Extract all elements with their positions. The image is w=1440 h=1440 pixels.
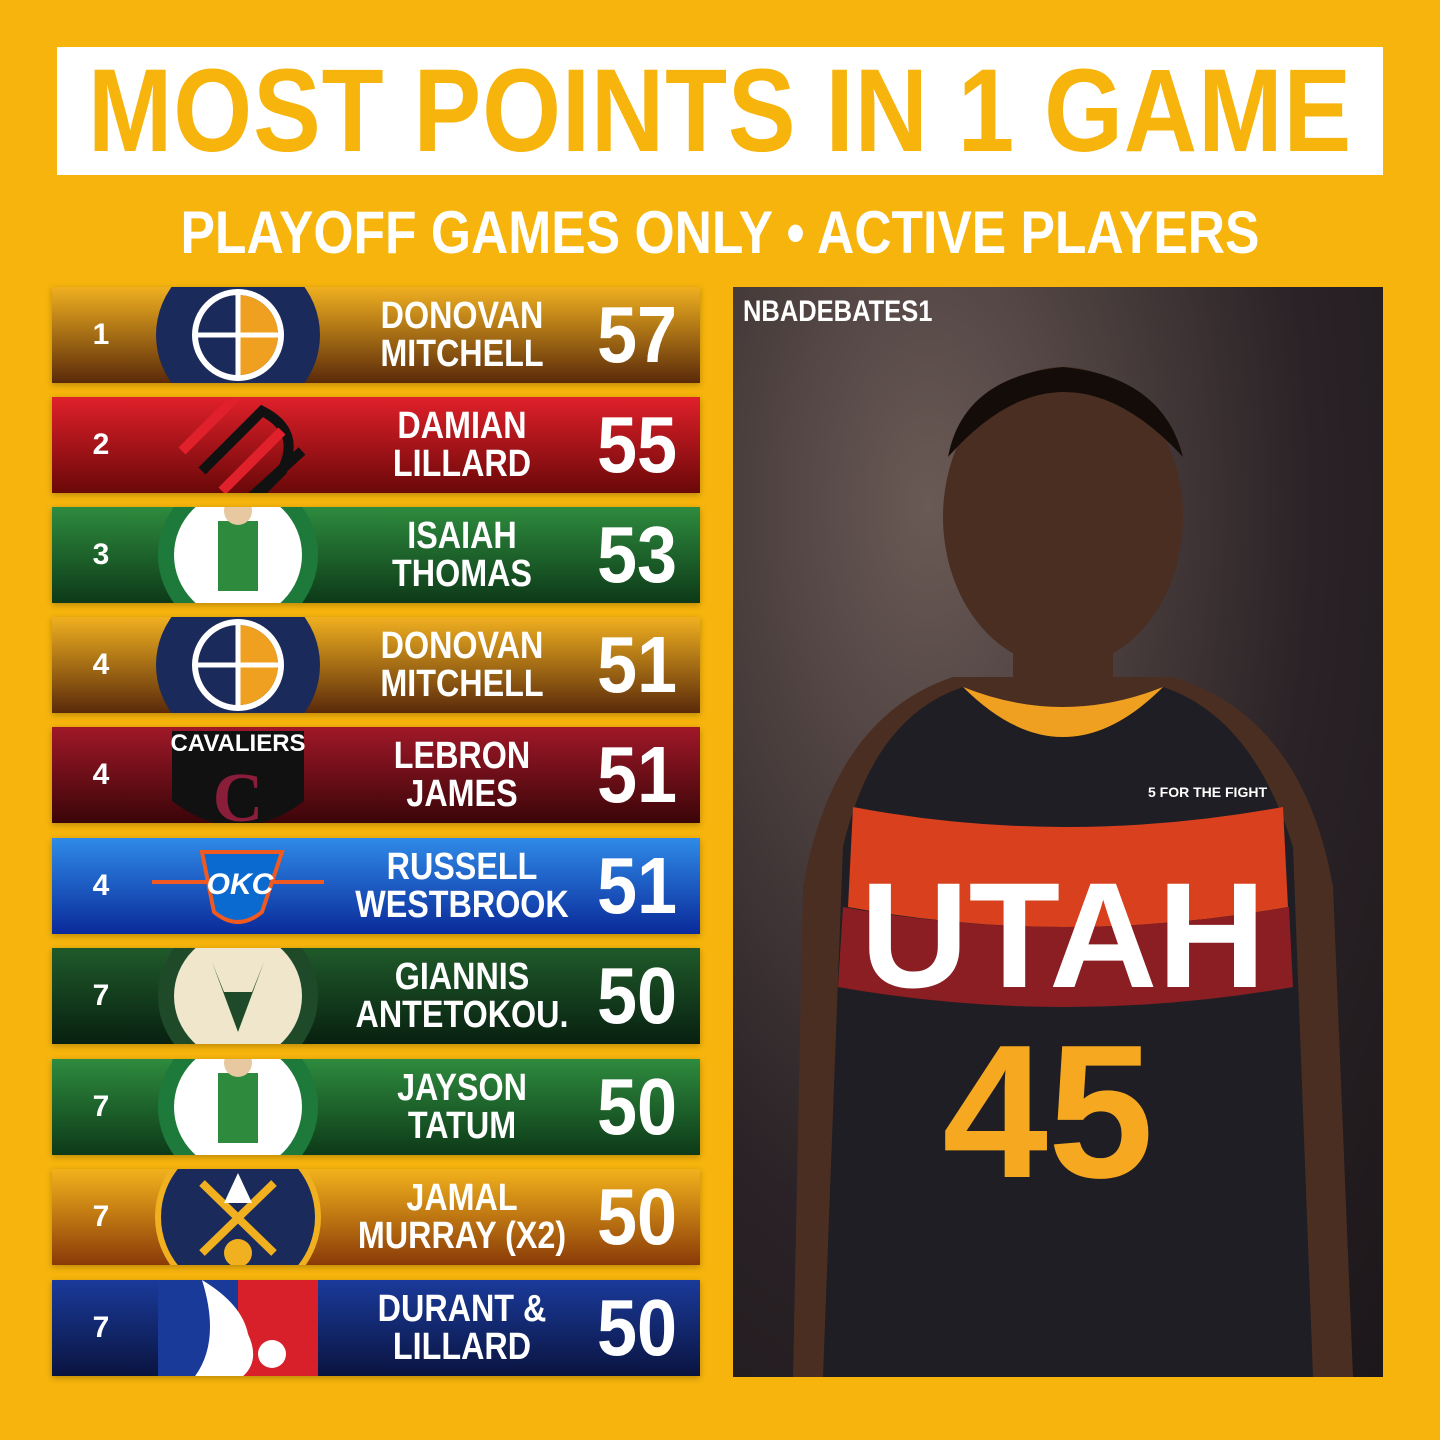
player-name-line2: LILLARD (392, 1326, 532, 1368)
rank: 1 (92, 318, 110, 351)
rank: 7 (92, 1090, 110, 1123)
page-title: MOST POINTS IN 1 GAME (87, 45, 1353, 177)
player-name: DAMIAN LILLARD (360, 397, 564, 493)
rank: 3 (92, 538, 110, 571)
player-illustration: UTAH 45 5 FOR THE FIGHT (793, 367, 1353, 1377)
player-name-line1: DONOVAN (380, 295, 544, 337)
player-photo: UTAH 45 5 FOR THE FIGHT NBADEBATES1 (733, 287, 1383, 1377)
player-name: RUSSELL WESTBROOK (355, 838, 569, 934)
points: 51 (596, 730, 678, 819)
player-name-line2: WESTBROOK (355, 884, 569, 926)
points: 57 (596, 290, 678, 379)
player-name-line2: THOMAS (392, 553, 532, 595)
celtics-logo-icon (158, 507, 318, 603)
player-name-line1: RUSSELL (386, 846, 538, 888)
jersey-patch: 5 FOR THE FIGHT (1148, 784, 1267, 800)
jazz-logo-icon (156, 617, 320, 713)
ranking-row: 7 JAMAL MURRAY (X2) 50 (52, 1169, 700, 1265)
points: 50 (596, 1172, 678, 1261)
bucks-logo-icon (158, 948, 318, 1044)
ranking-row: 7 DURANT & LILLARD 50 (52, 1280, 700, 1376)
rank: 7 (92, 979, 110, 1012)
ranking-row: 3 ISAIAH THOMAS 53 (52, 507, 700, 603)
points: 50 (596, 1062, 678, 1151)
points: 51 (596, 841, 678, 930)
thunder-logo-icon: OKC (152, 850, 324, 924)
player-name: DURANT & LILLARD (360, 1280, 564, 1376)
points: 50 (596, 1283, 678, 1372)
page-subtitle: PLAYOFF GAMES ONLY • ACTIVE PLAYERS (180, 199, 1260, 266)
rank: 7 (92, 1311, 110, 1344)
cavaliers-logo-icon: CAVALIERS C (170, 730, 306, 823)
celtics-logo-icon (158, 1059, 318, 1155)
player-name-line1: ISAIAH (407, 515, 517, 557)
player-name-line2: ANTETOKOU. (355, 994, 569, 1036)
rank: 2 (92, 428, 110, 461)
player-name-line1: GIANNIS (394, 956, 530, 998)
player-name: DONOVAN MITCHELL (360, 287, 564, 383)
jazz-logo-icon (156, 287, 320, 383)
player-name-line1: JAYSON (397, 1067, 527, 1109)
ranking-row: 4 CAVALIERS C LEBRON JAMES 51 (52, 727, 700, 823)
blazers-logo-icon (178, 397, 306, 493)
svg-text:OKC: OKC (207, 868, 275, 901)
points: 50 (596, 951, 678, 1040)
ranking-row: 7 GIANNIS ANTETOKOU. 50 (52, 948, 700, 1044)
player-name: DONOVAN MITCHELL (360, 617, 564, 713)
ranking-row: 2 DAMIAN LILLARD 55 (52, 397, 700, 493)
ranking-row: 4 DONOVAN MITCHELL 51 (52, 617, 700, 713)
points: 51 (596, 620, 678, 709)
watermark: NBADEBATES1 (743, 295, 933, 328)
rank: 4 (92, 648, 110, 681)
rank: 7 (92, 1200, 110, 1233)
rank: 4 (92, 758, 110, 791)
points: 53 (596, 510, 678, 599)
ranking-row: 4 OKC RUSSELL WESTBROOK 51 (52, 838, 700, 934)
svg-text:CAVALIERS: CAVALIERS (170, 730, 305, 757)
player-name: ISAIAH THOMAS (360, 507, 564, 603)
player-name: JAYSON TATUM (360, 1059, 564, 1155)
rank: 4 (92, 869, 110, 902)
player-name: JAMAL MURRAY (X2) (357, 1169, 567, 1265)
player-name-line1: JAMAL (406, 1177, 518, 1219)
player-name-line1: LEBRON (393, 735, 531, 777)
jersey-text: UTAH (860, 851, 1265, 1019)
nba-logo-icon (158, 1280, 318, 1376)
player-name-line2: LILLARD (392, 443, 532, 485)
player-name-line2: JAMES (406, 773, 518, 815)
player-name-line2: MITCHELL (380, 333, 544, 375)
ranking-row: 7 JAYSON TATUM 50 (52, 1059, 700, 1155)
player-name-line2: TATUM (407, 1105, 517, 1147)
player-name-line2: MURRAY (X2) (357, 1215, 567, 1257)
points: 55 (596, 400, 678, 489)
player-name-line2: MITCHELL (380, 663, 544, 705)
title-banner: MOST POINTS IN 1 GAME (57, 47, 1383, 175)
player-name-line1: DAMIAN (397, 405, 527, 447)
player-name: GIANNIS ANTETOKOU. (356, 948, 569, 1044)
jersey-number: 45 (942, 1006, 1153, 1218)
player-name: LEBRON JAMES (360, 727, 564, 823)
svg-text:C: C (213, 760, 264, 823)
player-name-line1: DURANT & (377, 1288, 547, 1330)
nuggets-logo-icon (155, 1169, 321, 1265)
player-name-line1: DONOVAN (380, 625, 544, 667)
ranking-row: 1 DONOVAN MITCHELL 57 (52, 287, 700, 383)
